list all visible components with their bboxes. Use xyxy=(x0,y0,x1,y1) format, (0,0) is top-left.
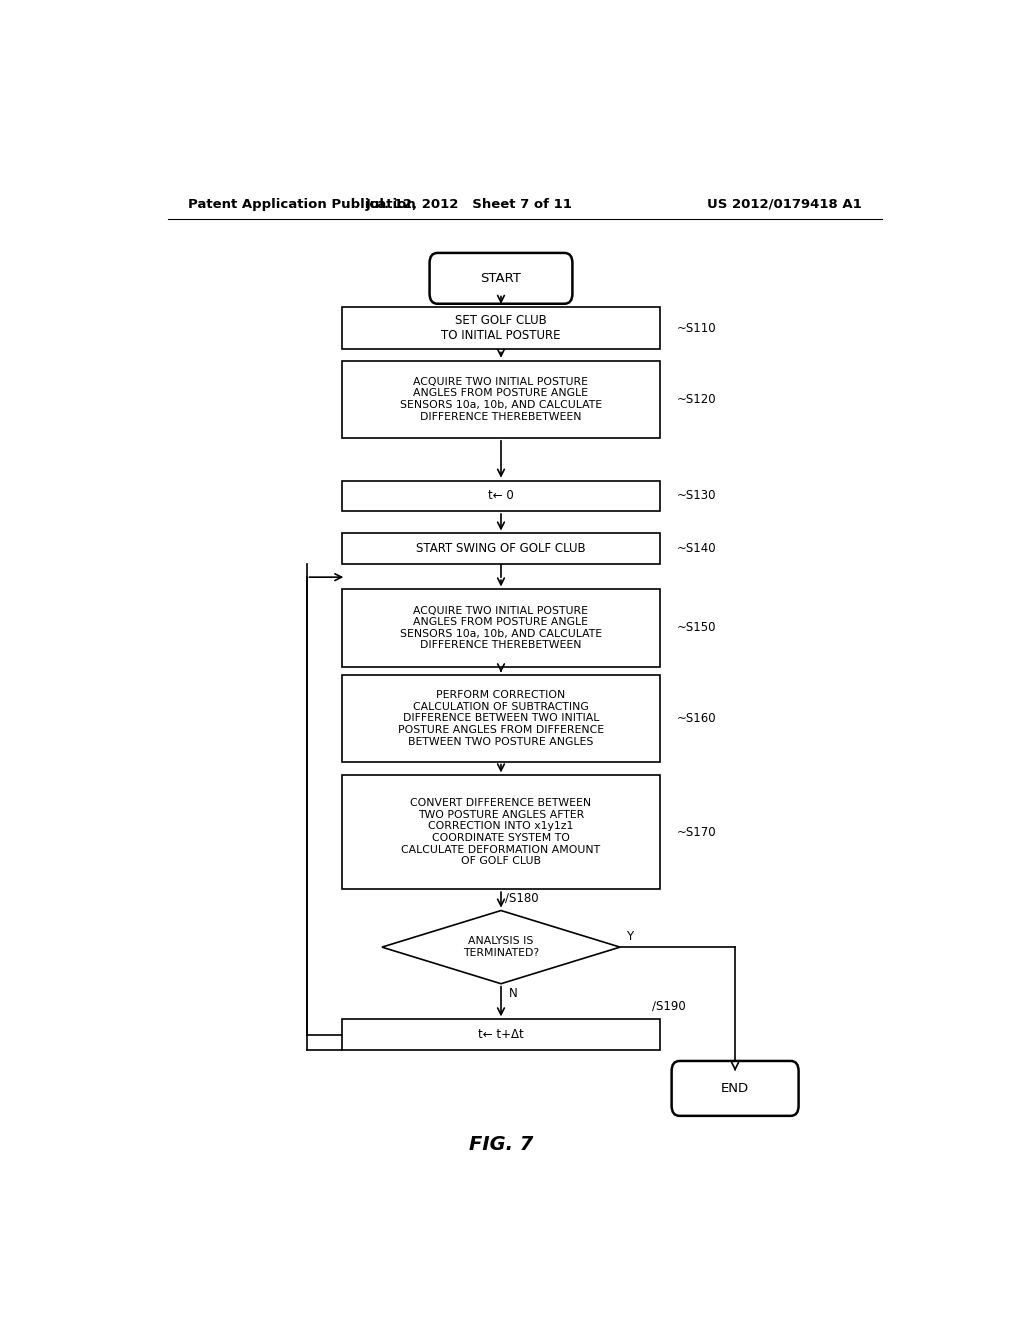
Text: ~S120: ~S120 xyxy=(677,393,717,405)
Text: END: END xyxy=(721,1082,750,1094)
Text: ACQUIRE TWO INITIAL POSTURE
ANGLES FROM POSTURE ANGLE
SENSORS 10a, 10b, AND CALC: ACQUIRE TWO INITIAL POSTURE ANGLES FROM … xyxy=(400,606,602,651)
Text: START SWING OF GOLF CLUB: START SWING OF GOLF CLUB xyxy=(416,543,586,556)
Text: Jul. 12, 2012   Sheet 7 of 11: Jul. 12, 2012 Sheet 7 of 11 xyxy=(366,198,572,211)
Text: ACQUIRE TWO INITIAL POSTURE
ANGLES FROM POSTURE ANGLE
SENSORS 10a, 10b, AND CALC: ACQUIRE TWO INITIAL POSTURE ANGLES FROM … xyxy=(400,378,602,421)
Bar xyxy=(342,676,659,762)
Text: SET GOLF CLUB
TO INITIAL POSTURE: SET GOLF CLUB TO INITIAL POSTURE xyxy=(441,314,561,342)
Text: ~S150: ~S150 xyxy=(677,622,717,635)
Bar xyxy=(342,1019,659,1049)
FancyBboxPatch shape xyxy=(672,1061,799,1115)
Text: CONVERT DIFFERENCE BETWEEN
TWO POSTURE ANGLES AFTER
CORRECTION INTO x1y1z1
COORD: CONVERT DIFFERENCE BETWEEN TWO POSTURE A… xyxy=(401,799,600,866)
Text: ~S110: ~S110 xyxy=(677,322,717,335)
Text: N: N xyxy=(509,987,518,999)
Text: ∕S180: ∕S180 xyxy=(505,891,539,904)
Bar xyxy=(342,589,659,667)
Polygon shape xyxy=(382,911,620,983)
Text: Y: Y xyxy=(627,931,634,942)
Text: ANALYSIS IS
TERMINATED?: ANALYSIS IS TERMINATED? xyxy=(463,936,539,958)
Text: PERFORM CORRECTION
CALCULATION OF SUBTRACTING
DIFFERENCE BETWEEN TWO INITIAL
POS: PERFORM CORRECTION CALCULATION OF SUBTRA… xyxy=(398,690,604,747)
Text: ∕S190: ∕S190 xyxy=(651,1001,685,1014)
Bar xyxy=(342,360,659,438)
Bar xyxy=(342,480,659,511)
Text: ~S170: ~S170 xyxy=(677,826,717,838)
Text: Patent Application Publication: Patent Application Publication xyxy=(187,198,416,211)
Text: ~S160: ~S160 xyxy=(677,711,717,725)
Text: ~S140: ~S140 xyxy=(677,543,717,556)
Text: FIG. 7: FIG. 7 xyxy=(469,1135,534,1154)
Text: START: START xyxy=(480,272,521,285)
Text: ~S130: ~S130 xyxy=(677,490,717,503)
FancyBboxPatch shape xyxy=(430,253,572,304)
Bar xyxy=(342,306,659,350)
Text: t← t+Δt: t← t+Δt xyxy=(478,1028,524,1041)
Text: US 2012/0179418 A1: US 2012/0179418 A1 xyxy=(708,198,862,211)
Bar xyxy=(342,775,659,890)
Bar xyxy=(342,533,659,564)
Text: t← 0: t← 0 xyxy=(488,490,514,503)
